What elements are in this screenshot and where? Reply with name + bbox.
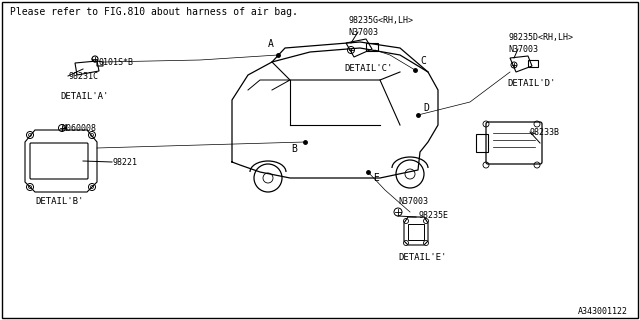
Text: 0101S*B: 0101S*B	[98, 58, 133, 67]
Text: 98221: 98221	[112, 157, 137, 166]
Text: A: A	[268, 39, 274, 49]
Bar	[408, 224, 424, 240]
Text: E: E	[373, 173, 379, 183]
Text: A343001122: A343001122	[578, 308, 628, 316]
Text: M060008: M060008	[62, 124, 97, 132]
Text: DETAIL'E': DETAIL'E'	[398, 253, 446, 262]
Text: D: D	[423, 103, 429, 113]
Bar	[476, 134, 488, 152]
Text: 98231C: 98231C	[68, 71, 98, 81]
Text: N37003: N37003	[508, 44, 538, 53]
Text: C: C	[420, 56, 426, 66]
Text: 98233B: 98233B	[530, 127, 560, 137]
Text: DETAIL'C': DETAIL'C'	[344, 63, 392, 73]
Text: DETAIL'D': DETAIL'D'	[507, 78, 556, 87]
Text: Please refer to FIG.810 about harness of air bag.: Please refer to FIG.810 about harness of…	[10, 7, 298, 17]
Text: B: B	[291, 144, 297, 154]
Text: 98235G<RH,LH>: 98235G<RH,LH>	[348, 15, 413, 25]
Text: 98235E: 98235E	[418, 211, 448, 220]
Text: DETAIL'B': DETAIL'B'	[35, 197, 83, 206]
Text: 98235D<RH,LH>: 98235D<RH,LH>	[508, 33, 573, 42]
Text: DETAIL'A': DETAIL'A'	[60, 92, 108, 100]
Text: N37003: N37003	[348, 28, 378, 36]
Text: N37003: N37003	[398, 197, 428, 206]
